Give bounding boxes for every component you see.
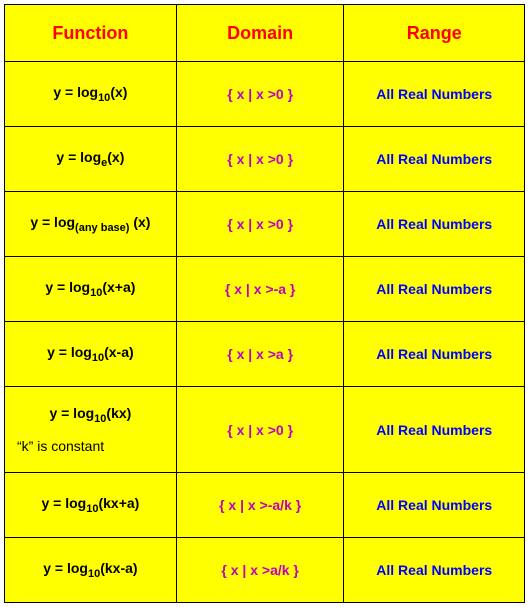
log-functions-table: Function Domain Range y = log10(x) { x |… xyxy=(4,4,525,603)
domain-cell: { x | x >a } xyxy=(176,322,344,387)
domain-cell: { x | x >0 } xyxy=(176,127,344,192)
table-body: y = log10(x) { x | x >0 } All Real Numbe… xyxy=(5,62,525,603)
range-cell: All Real Numbers xyxy=(344,473,525,538)
table-row: y = log10(x) { x | x >0 } All Real Numbe… xyxy=(5,62,525,127)
table-row: y = log10(kx) “k” is constant { x | x >0… xyxy=(5,387,525,473)
table-row: y = log(any base) (x) { x | x >0 } All R… xyxy=(5,192,525,257)
range-cell: All Real Numbers xyxy=(344,322,525,387)
function-cell: y = loge(x) xyxy=(5,127,177,192)
range-cell: All Real Numbers xyxy=(344,387,525,473)
header-row: Function Domain Range xyxy=(5,5,525,62)
range-cell: All Real Numbers xyxy=(344,538,525,603)
range-cell: All Real Numbers xyxy=(344,127,525,192)
table-row: y = loge(x) { x | x >0 } All Real Number… xyxy=(5,127,525,192)
function-cell: y = log10(kx+a) xyxy=(5,473,177,538)
domain-cell: { x | x >0 } xyxy=(176,62,344,127)
table-row: y = log10(kx-a) { x | x >a/k } All Real … xyxy=(5,538,525,603)
domain-cell: { x | x >0 } xyxy=(176,192,344,257)
domain-cell: { x | x >-a/k } xyxy=(176,473,344,538)
function-cell: y = log10(kx) “k” is constant xyxy=(5,387,177,473)
range-cell: All Real Numbers xyxy=(344,257,525,322)
table-row: y = log10(x-a) { x | x >a } All Real Num… xyxy=(5,322,525,387)
range-cell: All Real Numbers xyxy=(344,62,525,127)
range-cell: All Real Numbers xyxy=(344,192,525,257)
domain-cell: { x | x >a/k } xyxy=(176,538,344,603)
function-cell: y = log10(x-a) xyxy=(5,322,177,387)
domain-cell: { x | x >0 } xyxy=(176,387,344,473)
table-row: y = log10(x+a) { x | x >-a } All Real Nu… xyxy=(5,257,525,322)
function-cell: y = log(any base) (x) xyxy=(5,192,177,257)
function-cell: y = log10(x) xyxy=(5,62,177,127)
header-range: Range xyxy=(344,5,525,62)
function-note: “k” is constant xyxy=(5,438,176,454)
domain-cell: { x | x >-a } xyxy=(176,257,344,322)
table-row: y = log10(kx+a) { x | x >-a/k } All Real… xyxy=(5,473,525,538)
function-cell: y = log10(x+a) xyxy=(5,257,177,322)
header-function: Function xyxy=(5,5,177,62)
function-cell: y = log10(kx-a) xyxy=(5,538,177,603)
header-domain: Domain xyxy=(176,5,344,62)
